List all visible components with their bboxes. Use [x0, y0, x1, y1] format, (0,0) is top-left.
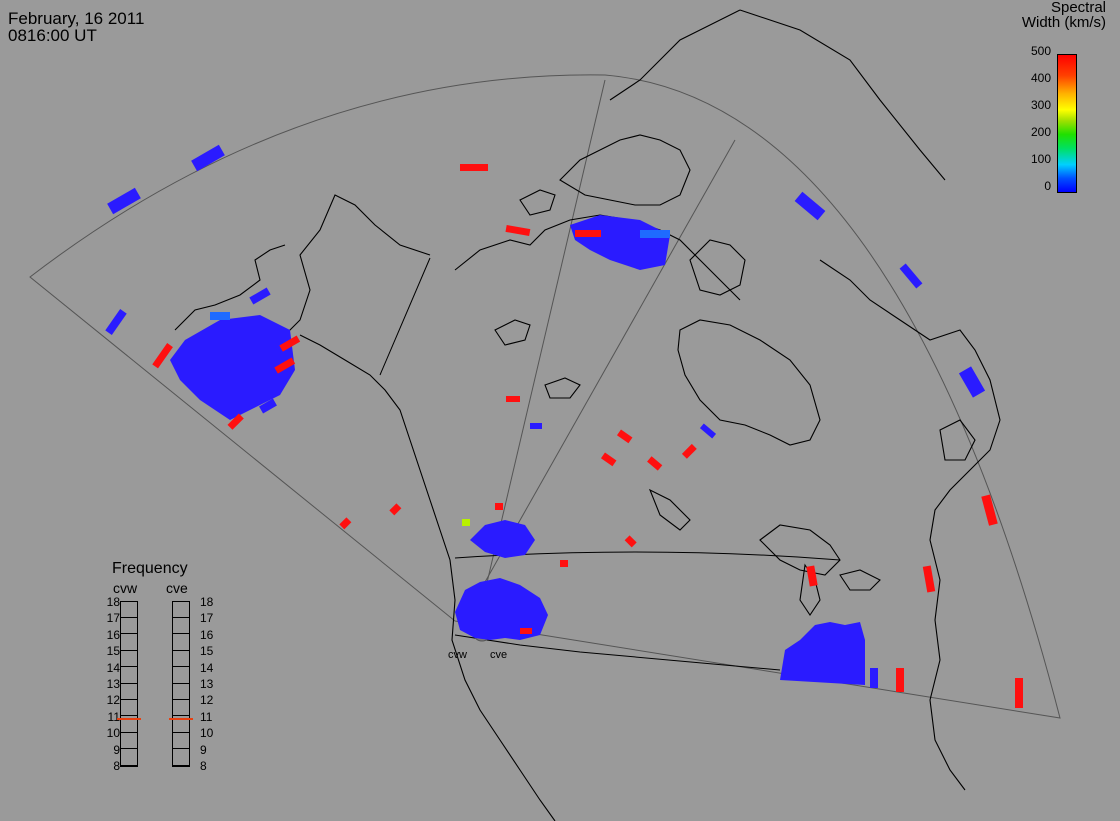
frequency-cell — [121, 717, 137, 733]
frequency-scale-label-left: 17 — [106, 611, 120, 626]
frequency-cell — [121, 733, 137, 750]
frequency-scale-label-right: 18 — [200, 595, 214, 609]
frequency-cell — [173, 700, 189, 717]
frequency-scale-label-left: 14 — [106, 660, 120, 675]
frequency-cell — [173, 618, 189, 635]
frequency-cell — [121, 651, 137, 668]
colorbar-tick: 500 — [1030, 44, 1051, 58]
frequency-cell — [121, 750, 137, 766]
frequency-cell — [173, 651, 189, 668]
frequency-cell — [121, 635, 137, 651]
colorbar — [1057, 54, 1077, 193]
frequency-label-cve: cve — [166, 580, 188, 596]
frequency-scale-label-right: 14 — [200, 660, 214, 675]
frequency-cell — [173, 602, 189, 618]
frequency-scale-label-left: 12 — [106, 693, 120, 708]
frequency-scale-label-right: 15 — [200, 644, 214, 659]
frequency-scale-label-left: 10 — [106, 726, 120, 741]
echo-patch-mid — [462, 519, 470, 526]
frequency-bar-cve — [172, 601, 190, 767]
radar-label-cve: cve — [490, 649, 507, 661]
time-label: 0816:00 UT — [8, 26, 97, 45]
frequency-cell — [121, 602, 137, 618]
echo-patches-low — [105, 144, 986, 688]
frequency-cell — [173, 668, 189, 684]
frequency-cell — [173, 635, 189, 651]
frequency-marker — [117, 718, 141, 721]
echo-patches-high — [152, 164, 1023, 708]
colorbar-tick: 400 — [1030, 71, 1051, 85]
frequency-scale-label-right: 11 — [200, 709, 213, 724]
frequency-title: Frequency — [112, 560, 188, 577]
frequency-scale-label-left: 15 — [106, 644, 120, 659]
frequency-bar-cvw — [120, 601, 138, 767]
frequency-marker — [169, 718, 193, 721]
frequency-scale-label-right: 13 — [200, 677, 214, 691]
frequency-scale-label-right: 17 — [200, 611, 214, 626]
colorbar-title-line2: Width (km/s) — [1021, 14, 1106, 31]
colorbar-tick: 0 — [1044, 179, 1051, 193]
frequency-scale-label-right: 10 — [200, 726, 214, 741]
frequency-scale-label-right: 16 — [200, 627, 214, 642]
coastlines — [174, 9, 1001, 821]
frequency-scale-label-left: 8 — [113, 759, 120, 773]
frequency-scale-label-right: 12 — [200, 693, 214, 708]
frequency-cell — [121, 684, 137, 700]
frequency-scale-label-right: 9 — [200, 742, 207, 757]
colorbar-title-line1: Spectral — [1050, 0, 1106, 16]
frequency-cell — [173, 717, 189, 733]
frequency-scale-label-left: 18 — [106, 595, 120, 609]
date-label: February, 16 2011 — [8, 9, 145, 28]
frequency-scale-label-left: 9 — [113, 742, 120, 757]
radar-label-cvw: cvw — [448, 649, 467, 661]
frequency-scale-label-left: 11 — [107, 709, 120, 724]
frequency-scale-label-right: 8 — [200, 759, 207, 773]
colorbar-title: Spectral Width (km/s) — [1022, 0, 1106, 30]
colorbar-tick: 100 — [1030, 152, 1051, 166]
frequency-scale-label-left: 13 — [106, 677, 120, 691]
colorbar-tick: 200 — [1030, 125, 1051, 139]
frequency-cell — [121, 618, 137, 635]
timestamp: February, 16 2011 0816:00 UT — [8, 10, 144, 44]
colorbar-tick: 300 — [1030, 98, 1051, 112]
frequency-cell — [173, 684, 189, 700]
frequency-cell — [121, 700, 137, 717]
frequency-label-cvw: cvw — [113, 580, 138, 596]
frequency-cell — [121, 668, 137, 684]
frequency-cell — [173, 750, 189, 766]
frequency-scale-label-left: 16 — [106, 627, 120, 642]
frequency-cell — [173, 733, 189, 750]
